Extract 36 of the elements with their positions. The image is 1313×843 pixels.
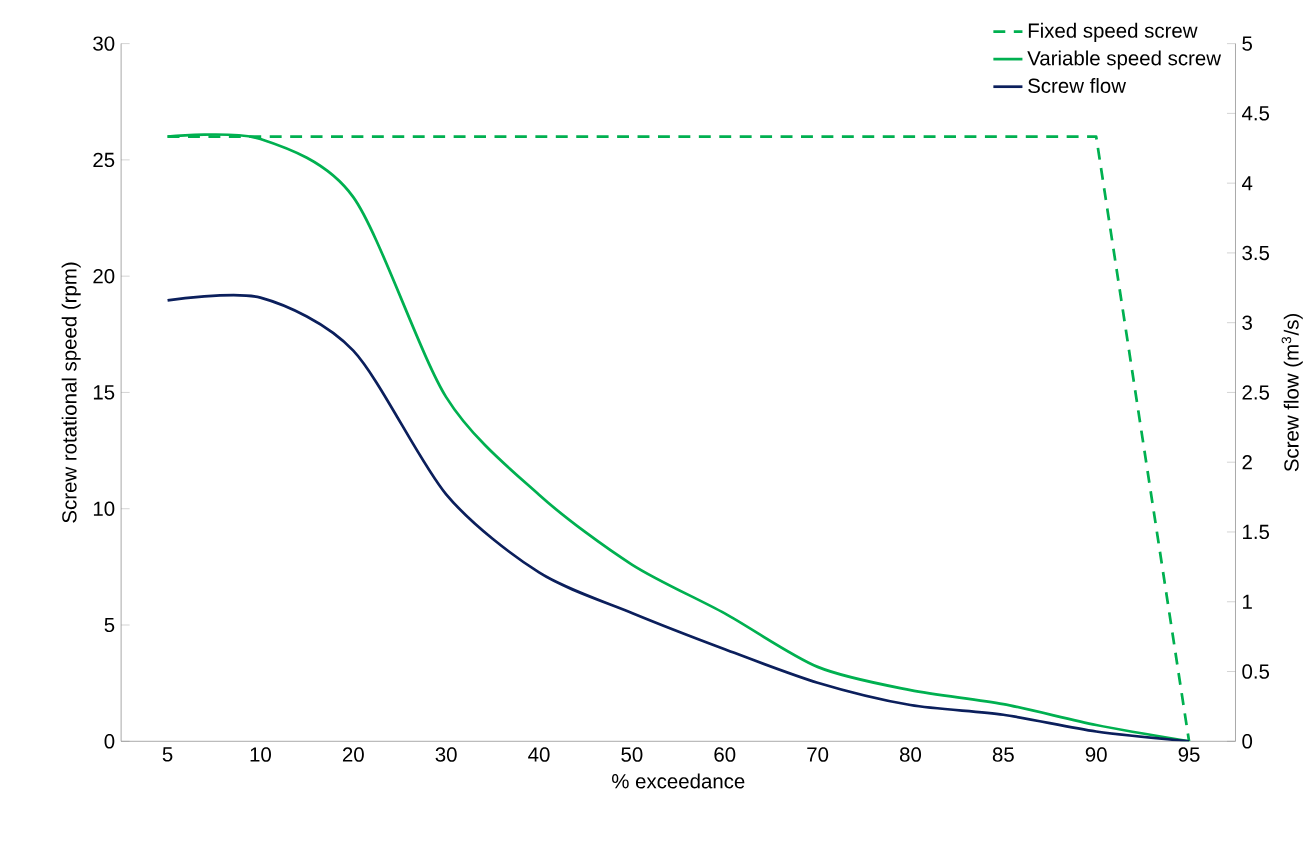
x-tick-label: 90: [1085, 747, 1107, 762]
x-tick-label: 85: [992, 747, 1014, 762]
y2-tick-label: 2.5: [1242, 385, 1270, 400]
x-tick-label: 20: [342, 747, 364, 762]
y-tick-label: 5: [104, 617, 115, 633]
y2-tick-label: 4: [1241, 176, 1253, 191]
y2-tick-label: 3: [1242, 315, 1252, 330]
y2-tick-label: 3.5: [1242, 245, 1270, 261]
y2-tick-label: 1.5: [1243, 524, 1270, 540]
x-tick-label: 60: [714, 747, 736, 762]
y2-tick-label: 5: [1242, 36, 1252, 51]
y2-tick-label: 1: [1243, 594, 1252, 609]
legend-label: Fixed speed screw: [1028, 22, 1198, 42]
y2-tick-label: 4.5: [1241, 106, 1270, 121]
y-tick-label: 0: [104, 734, 115, 749]
y2-tick-label: 2: [1242, 455, 1252, 470]
x-axis-title: % exceedance: [612, 773, 745, 789]
x-tick-label: 10: [250, 747, 271, 762]
y2-tick-label: 0.5: [1242, 664, 1270, 679]
x-tick-label: 70: [807, 747, 829, 762]
x-tick-label: 95: [1178, 747, 1200, 762]
y-tick-label: 10: [93, 501, 115, 516]
legend-label: Screw flow: [1028, 78, 1127, 93]
x-tick-label: 40: [528, 747, 550, 762]
y-tick-label: 30: [93, 36, 115, 51]
x-tick-label: 30: [435, 747, 457, 762]
legend-label: Variable speed screw: [1027, 50, 1222, 70]
y-tick-label: 15: [93, 385, 115, 400]
y-tick-label: 20: [93, 268, 115, 284]
x-tick-label: 50: [621, 747, 643, 762]
y-tick-label: 25: [93, 152, 115, 168]
x-tick-label: 5: [162, 747, 173, 762]
y2-tick-label: 0: [1242, 734, 1253, 749]
y-axis-title: Screw rotational speed (rpm): [61, 262, 81, 523]
y2-axis-title: Screw flow (m$^{3}$/s): [1281, 314, 1303, 472]
x-tick-label: 80: [899, 747, 922, 762]
